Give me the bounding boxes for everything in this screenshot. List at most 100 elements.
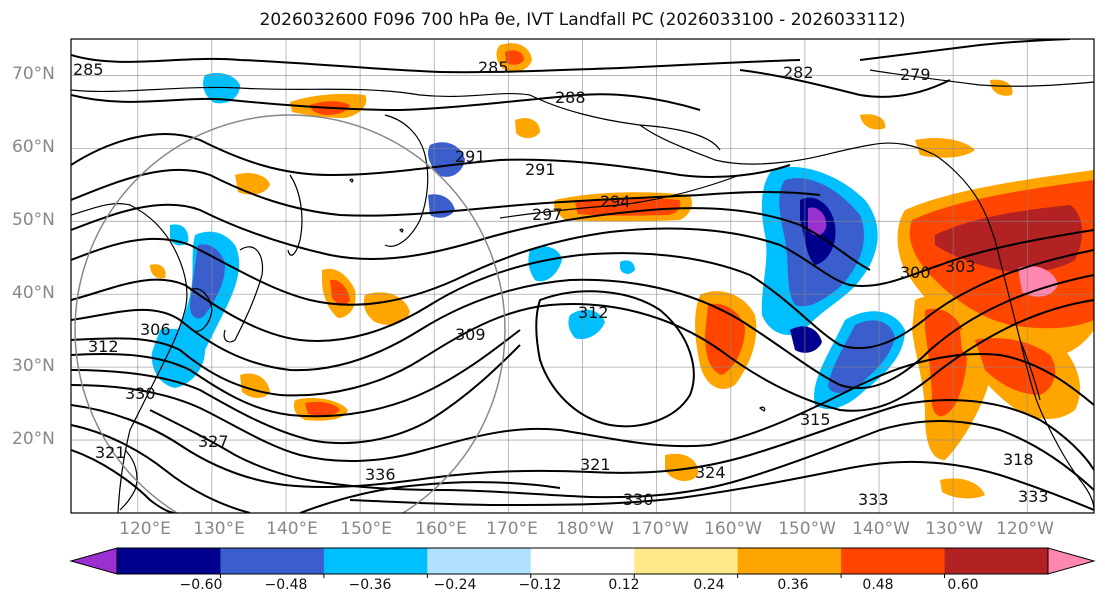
fill-neg-japan-sea-mid xyxy=(190,244,225,319)
contour-label: 321 xyxy=(95,443,126,462)
colorbar-border xyxy=(116,547,1049,575)
fill-pos-aleutian-band-red xyxy=(575,198,681,216)
colorbar-segment xyxy=(530,548,635,574)
contour-324 xyxy=(71,424,251,513)
contour-285 xyxy=(71,54,801,74)
contour-label: 291 xyxy=(525,160,556,179)
map-frame-border xyxy=(70,38,1095,514)
lon-label-170w: 170°W xyxy=(631,519,689,539)
coast-east-asia xyxy=(71,203,188,513)
colorbar-segment xyxy=(634,548,739,574)
colorbar-segment xyxy=(323,548,428,574)
lon-label-160w: 160°W xyxy=(704,519,762,539)
contour-label: 312 xyxy=(88,337,119,356)
fill-neg-siberia xyxy=(203,73,240,104)
contour-315 xyxy=(71,344,521,445)
contour-291 xyxy=(71,133,791,178)
contour-label: 303 xyxy=(945,257,976,276)
fill-neg-central-pac xyxy=(528,246,562,282)
fill-pos-caribbean xyxy=(940,478,985,499)
contour-294 xyxy=(71,168,821,217)
colorbar-tick-label: 0.48 xyxy=(862,577,894,593)
contour-336 xyxy=(299,481,561,513)
map-gridlines xyxy=(71,39,1094,513)
great-circle-ring xyxy=(74,114,506,513)
contour-318 xyxy=(71,353,1094,463)
colorbar-segment xyxy=(117,548,221,574)
contour-330 xyxy=(71,449,176,513)
colorbar xyxy=(69,547,1096,578)
contour-label: 318 xyxy=(1003,450,1034,469)
coast-sakhalin xyxy=(287,174,303,256)
contour-label: 324 xyxy=(695,463,726,482)
coast-baja xyxy=(1019,339,1041,401)
ivt-pc-fill xyxy=(150,43,1094,499)
contour-label: 285 xyxy=(73,60,104,79)
coast-hawaii xyxy=(758,406,766,412)
lon-label-170e: 170°E xyxy=(486,519,538,539)
colorbar-extend-max xyxy=(1047,547,1096,575)
fill-neg-kamchatka xyxy=(427,142,465,177)
lat-label-50n: 50°N xyxy=(12,210,55,230)
colorbar-tick-label: −0.36 xyxy=(348,577,392,593)
fill-pos-south-pac xyxy=(665,453,699,482)
fill-neg-c-pac-3 xyxy=(620,260,635,274)
coast-bc xyxy=(934,154,996,241)
colorbar-segment xyxy=(841,548,946,574)
colorbar-tick-label: −0.48 xyxy=(264,577,308,593)
contour-label: 306 xyxy=(140,320,171,339)
lat-label-60n: 60°N xyxy=(12,137,55,157)
contour-282 xyxy=(739,69,951,98)
coast-mexico xyxy=(1044,419,1094,511)
colorbar-tick-label: 0.24 xyxy=(693,577,725,593)
fill-pos-siberia xyxy=(235,173,270,195)
fill-pos-sw-us-red xyxy=(925,308,967,417)
coast-kamchatka xyxy=(384,114,429,247)
colorbar-segment xyxy=(944,548,1049,574)
contour-label: 288 xyxy=(555,88,586,107)
fill-pos-subtrop-1-red xyxy=(305,401,340,416)
fill-pos-canada xyxy=(990,79,1013,96)
contour-303 xyxy=(71,249,1094,350)
lon-label-120w: 120°W xyxy=(996,519,1054,539)
contour-label: 285 xyxy=(478,58,509,77)
fill-pos-nw-bar xyxy=(150,264,166,279)
contour-321 xyxy=(71,399,1094,489)
fill-pos-bering xyxy=(515,118,540,139)
coast-siberia-arctic xyxy=(71,86,531,98)
fill-neg-ca-offshore-dark xyxy=(790,326,822,353)
contour-288 xyxy=(71,93,701,112)
lon-label-160e: 160°E xyxy=(415,519,467,539)
contour-label: 333 xyxy=(1018,487,1049,506)
contour-label: 300 xyxy=(900,263,931,282)
fill-pos-nw-1-red xyxy=(330,279,350,306)
contour-label: 312 xyxy=(578,303,609,322)
lat-label-20n: 20°N xyxy=(12,429,55,449)
coast-west-us xyxy=(994,239,1046,421)
lat-label-70n: 70°N xyxy=(12,64,55,84)
lon-label-180w: 180°W xyxy=(556,519,614,539)
lon-label-150e: 150°E xyxy=(340,519,392,539)
contour-300 xyxy=(71,227,1094,306)
colorbar-segment xyxy=(427,548,532,574)
coastlines xyxy=(71,69,1094,513)
colorbar-tick-label: −0.24 xyxy=(433,577,477,593)
contour-330b xyxy=(349,460,1094,511)
fill-pos-west-coast-pink xyxy=(1018,265,1058,297)
contour-label: 315 xyxy=(800,410,831,429)
contour-label: 297 xyxy=(532,205,563,224)
coast-alaska-west xyxy=(639,124,786,165)
contour-label: 330 xyxy=(125,384,156,403)
contour-label: 330 xyxy=(623,490,654,509)
coast-canada-arctic xyxy=(869,69,1094,87)
lat-label-30n: 30°N xyxy=(12,356,55,376)
contour-labels: 285 288 282 279 291 291 294 297 300 303 … xyxy=(73,58,1049,509)
contour-279 xyxy=(859,39,1071,61)
contour-312 xyxy=(71,329,521,418)
lon-label-150w: 150°W xyxy=(778,519,836,539)
contour-label: 309 xyxy=(455,325,486,344)
lon-label-130w: 130°W xyxy=(925,519,983,539)
fill-neg-mid-pac-2 xyxy=(568,309,605,340)
colorbar-tick-label: 0.12 xyxy=(608,577,640,593)
lat-label-40n: 40°N xyxy=(12,283,55,303)
